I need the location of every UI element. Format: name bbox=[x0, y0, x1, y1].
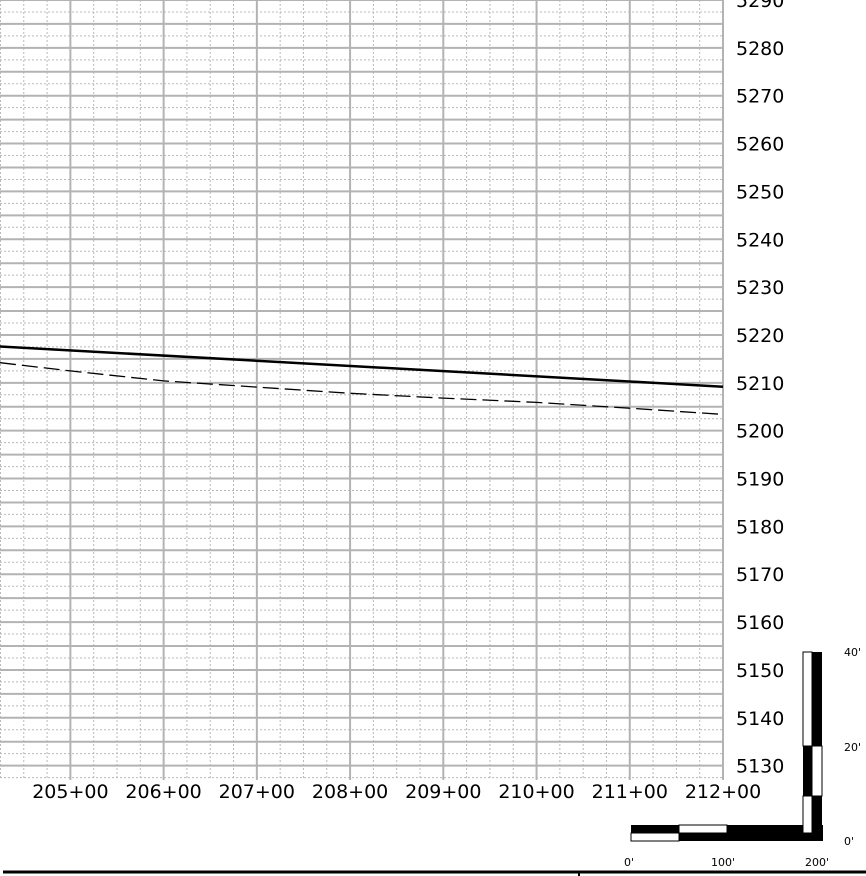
elevation-tick-label: 5160 bbox=[736, 612, 784, 634]
elevation-tick-label: 5130 bbox=[736, 756, 784, 778]
profile-line-dashed bbox=[0, 362, 724, 416]
elevation-tick-label: 5260 bbox=[736, 134, 784, 156]
elevation-tick-label: 5200 bbox=[736, 421, 784, 443]
elevation-tick-label: 5270 bbox=[736, 86, 784, 108]
elevation-tick-label: 5230 bbox=[736, 277, 784, 299]
station-tick-label: 209+00 bbox=[405, 781, 481, 803]
h-scale-label-200: 200' bbox=[805, 856, 829, 869]
v-scale-seg-6 bbox=[812, 796, 822, 841]
v-scale-seg-5 bbox=[802, 795, 813, 834]
elevation-tick-label: 5150 bbox=[736, 660, 784, 682]
station-tick-label: 207+00 bbox=[219, 781, 295, 803]
station-tick-label: 210+00 bbox=[498, 781, 574, 803]
station-tick-label: 212+00 bbox=[685, 781, 761, 803]
h-scale-seg-5 bbox=[679, 833, 727, 841]
h-scale-label-0: 0' bbox=[624, 856, 634, 869]
elevation-tick-label: 5210 bbox=[736, 373, 784, 395]
h-scale-seg-3 bbox=[727, 825, 823, 833]
elevation-labels: 5130 5140 5150 5160 5170 5180 5190 5200 5210 5220… bbox=[736, 0, 784, 778]
scale-bar: 0' 100' 200' 0' 20' 40' bbox=[624, 646, 861, 869]
elevation-tick-label: 5180 bbox=[736, 516, 784, 538]
vertical-scale-bar bbox=[802, 651, 823, 841]
v-scale-seg-4 bbox=[811, 745, 823, 797]
major-grid bbox=[0, 0, 724, 780]
h-scale-seg-2 bbox=[678, 824, 728, 834]
h-scale-seg-4 bbox=[630, 832, 680, 842]
elevation-tick-label: 5240 bbox=[736, 229, 784, 251]
elevation-tick-label: 5290 bbox=[736, 0, 784, 12]
station-tick-label: 205+00 bbox=[32, 781, 108, 803]
elevation-tick-label: 5140 bbox=[736, 708, 784, 730]
station-tick-label: 208+00 bbox=[312, 781, 388, 803]
h-scale-seg-6 bbox=[727, 833, 823, 841]
elevation-tick-label: 5280 bbox=[736, 38, 784, 60]
station-tick-label: 206+00 bbox=[125, 781, 201, 803]
v-scale-label-40: 40' bbox=[844, 646, 861, 659]
horizontal-scale-bar bbox=[630, 824, 823, 842]
h-scale-seg-1 bbox=[631, 825, 679, 833]
elevation-tick-label: 5220 bbox=[736, 325, 784, 347]
station-labels: 205+00 206+00 207+00 208+00 209+00 210+00 211+… bbox=[32, 781, 761, 803]
title-block-border bbox=[3, 870, 866, 876]
v-scale-label-0: 0' bbox=[844, 835, 854, 848]
v-scale-seg-2 bbox=[812, 652, 822, 746]
v-scale-seg-1 bbox=[802, 651, 813, 747]
profile-lines bbox=[0, 345, 724, 416]
minor-grid bbox=[0, 0, 723, 780]
elevation-tick-label: 5250 bbox=[736, 181, 784, 203]
v-scale-seg-3 bbox=[803, 746, 812, 796]
elevation-tick-label: 5170 bbox=[736, 564, 784, 586]
station-tick-label: 211+00 bbox=[592, 781, 668, 803]
h-scale-label-100: 100' bbox=[711, 856, 735, 869]
v-scale-label-20: 20' bbox=[844, 741, 861, 754]
profile-line-solid bbox=[0, 345, 724, 388]
elevation-tick-label: 5190 bbox=[736, 469, 784, 491]
